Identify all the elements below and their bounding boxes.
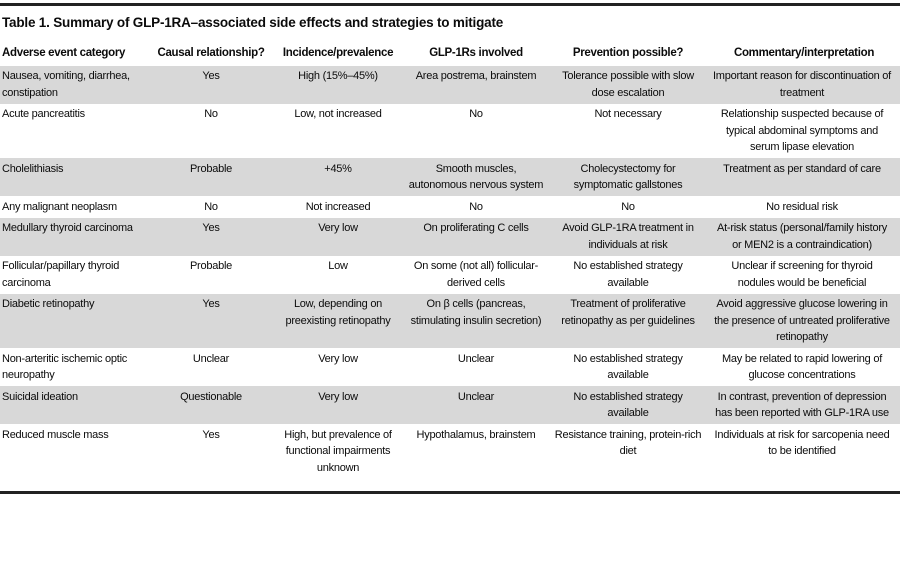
table-row: Medullary thyroid carcinoma Yes Very low… [0,217,900,256]
table-title: Table 1. Summary of GLP-1RA–associated s… [2,15,504,30]
table-row: Cholelithiasis Probable +45% Smooth musc… [0,158,900,196]
table-cell: Resistance training, protein-rich diet [554,428,702,458]
table-cell: Probable [189,260,233,272]
table-cell: Low, depending on preexisting retinopath… [285,298,391,327]
table-row: Acute pancreatitis No Low, not increased… [0,104,900,159]
table-cell: Smooth muscles, autonomous nervous syste… [408,162,544,192]
table-cell: Important reason for discontinuation of … [713,70,891,99]
table-cell: No [204,108,218,120]
table-cell: Tolerance possible with slow dose escala… [562,70,694,99]
column-header-causal-relationship: Causal relationship? [157,47,265,59]
table-row: Non-arteritic ischemic optic neuropathy … [0,348,900,386]
table-cell: Not necessary [594,108,662,120]
table-cell: Yes [202,298,220,310]
table-cell: Follicular/papillary thyroid carcinoma [2,260,120,289]
table-cell: +45% [324,162,352,175]
table-cell: Yes [202,70,220,82]
table-cell: Area postrema, brainstem [415,70,537,82]
table-cell: Relationship suspected because of typica… [720,108,884,153]
column-header-prevention: Prevention possible? [572,47,684,59]
table-cell: Hypothalamus, brainstem [416,428,536,441]
table-cell: Acute pancreatitis [2,108,85,120]
table-row: Nausea, vomiting, diarrhea, constipation… [0,65,900,104]
table-cell: Yes [202,222,220,234]
table-cell: Very low [318,352,358,365]
table-cell: High (15%–45%) [298,70,378,82]
table-cell: Probable [189,162,233,175]
table-header: Adverse event category Causal relationsh… [0,45,900,66]
table-cell: High, but prevalence of functional impai… [284,428,392,474]
table-cell: Unclear [192,352,230,365]
column-header-commentary: Commentary/interpretation [733,47,875,59]
table-cell: No residual risk [766,200,838,213]
table-row: Any malignant neoplasm No Not increased … [0,196,900,218]
side-effects-table: Adverse event category Causal relationsh… [0,45,900,479]
table-cell: No established strategy available [573,260,683,289]
table-cell: No [469,200,483,213]
paper-table-figure: Table 1. Summary of GLP-1RA–associated s… [0,3,900,562]
table-cell: Treatment of proliferative retinopathy a… [561,298,695,327]
table-cell: Individuals at risk for sarcopenia need … [714,428,890,458]
table-cell: Very low [318,390,358,403]
table-cell: Cholelithiasis [2,162,64,175]
table-body: Nausea, vomiting, diarrhea, constipation… [0,65,900,479]
table-cell: Yes [202,428,220,441]
table-cell: No established strategy available [573,390,683,420]
table-cell: Unclear if screening for thyroid nodules… [731,260,873,289]
table-cell: Unclear [457,390,495,403]
table-row: Reduced muscle mass Yes High, but preval… [0,424,900,479]
table-cell: No [621,200,635,213]
column-header-glp1rs: GLP-1Rs involved [429,47,523,59]
table-cell: May be related to rapid lowering of gluc… [721,352,882,382]
table-cell: Very low [318,222,358,234]
table-cell: On some (not all) follicular-derived cel… [413,260,539,289]
table-cell: Avoid aggressive glucose lowering in the… [714,298,890,343]
table-cell: Medullary thyroid carcinoma [2,222,133,234]
table-cell: Any malignant neoplasm [2,200,117,213]
table-row: Follicular/papillary thyroid carcinoma P… [0,256,900,294]
table-cell: Reduced muscle mass [2,428,109,441]
table-cell: Avoid GLP-1RA treatment in individuals a… [562,222,694,251]
table-cell: On β cells (pancreas, stimulating insuli… [410,298,542,327]
table-cell: Suicidal ideation [2,390,78,403]
header-row: Adverse event category Causal relationsh… [0,45,900,66]
table-cell: Questionable [180,390,242,403]
table-cell: No [469,108,483,120]
table-cell: Unclear [457,352,495,365]
table-cell: No [204,200,218,213]
table-cell: In contrast, prevention of depression ha… [715,390,889,420]
table-cell: Diabetic retinopathy [2,298,95,310]
table-cell: Non-arteritic ischemic optic neuropathy [2,352,128,382]
table-cell: Treatment as per standard of care [723,162,881,175]
table-cell: Low [328,260,348,272]
bottom-rule [0,490,900,494]
column-header-adverse-event: Adverse event category [2,47,126,59]
table-cell: On proliferating C cells [423,222,529,234]
table-cell: At-risk status (personal/family history … [717,222,887,251]
table-cell: Cholecystectomy for symptomatic gallston… [573,162,683,192]
table-cell: Not increased [305,200,371,213]
column-header-incidence: Incidence/prevalence [282,47,394,59]
table-cell: Low, not increased [294,108,382,120]
table-cell: No established strategy available [573,352,683,382]
table-row: Suicidal ideation Questionable Very low … [0,386,900,424]
top-rule [0,3,900,6]
table-cell: Nausea, vomiting, diarrhea, constipation [2,70,130,99]
table-row: Diabetic retinopathy Yes Low, depending … [0,293,900,348]
